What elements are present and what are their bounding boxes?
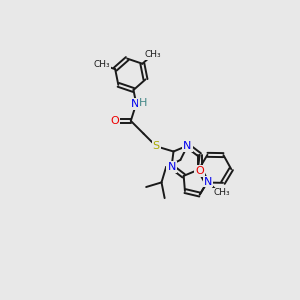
Text: N: N: [203, 176, 212, 187]
Text: CH₃: CH₃: [214, 188, 230, 197]
Text: O: O: [110, 116, 119, 126]
Text: H: H: [139, 98, 147, 108]
Text: N: N: [183, 141, 192, 151]
Text: CH₃: CH₃: [94, 60, 110, 69]
Text: CH₃: CH₃: [145, 50, 161, 59]
Text: N: N: [131, 99, 140, 109]
Text: N: N: [167, 162, 176, 172]
Text: O: O: [195, 166, 204, 176]
Text: S: S: [153, 141, 160, 151]
